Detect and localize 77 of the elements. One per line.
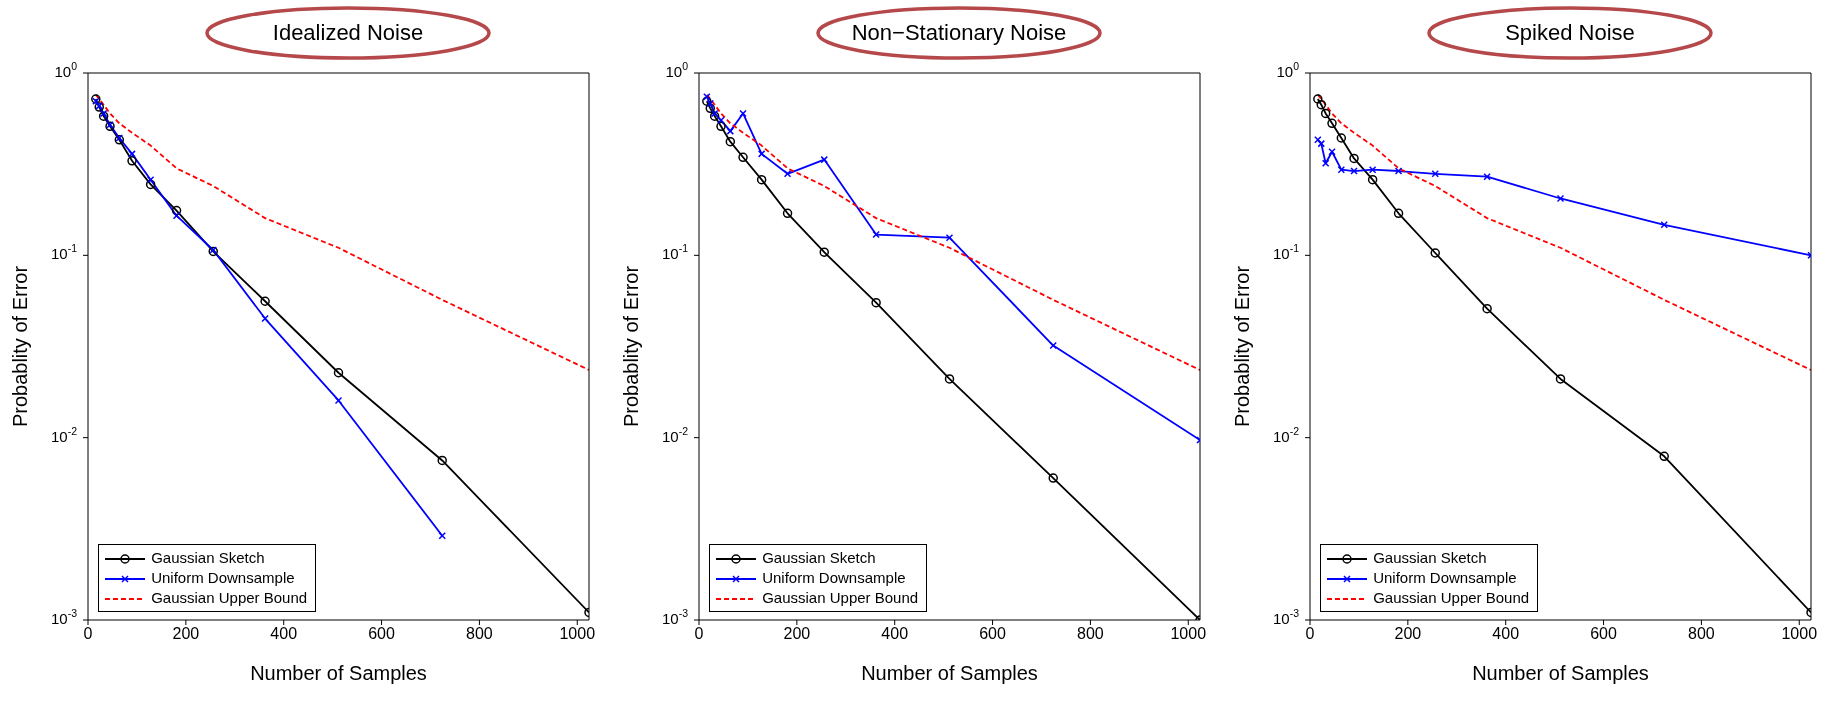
point	[1048, 473, 1058, 483]
point	[738, 152, 748, 163]
point	[1316, 99, 1326, 110]
y-tick-label: 10$^{0}$	[665, 59, 689, 80]
y-tick-label: 10$^{-1}$	[1272, 242, 1300, 263]
chart-title: Spiked Noise	[1505, 20, 1635, 45]
x-tick-label: 400	[881, 625, 909, 642]
point	[1313, 94, 1323, 104]
y-tick-label: 10$^{0}$	[54, 59, 78, 80]
y-axis-title: Probablity of Error	[620, 265, 643, 428]
point	[1327, 118, 1337, 129]
y-tick-label: 10$^{0}$	[1276, 59, 1300, 80]
point	[333, 368, 344, 378]
x-tick-label: 400	[270, 625, 298, 642]
x-tick-label: 600	[1590, 625, 1617, 642]
point	[1393, 208, 1404, 219]
y-tick-label: 10$^{-2}$	[1272, 424, 1300, 445]
point	[725, 136, 736, 147]
point	[1336, 133, 1347, 143]
point	[871, 297, 881, 308]
y-tick-label: 10$^{-3}$	[50, 606, 78, 627]
legend-label: Gaussian Upper Bound	[762, 589, 919, 606]
legend-label: Gaussian Sketch	[762, 549, 876, 566]
x-tick-label: 200	[783, 625, 811, 642]
y-axis-title: Probablity of Error	[1231, 265, 1254, 428]
x-tick-label: 400	[1492, 625, 1520, 642]
y-axis-title: Probablity of Error	[9, 265, 32, 428]
legend-label: Gaussian Sketch	[151, 549, 265, 566]
chart-title: Idealized Noise	[272, 20, 424, 45]
point	[1659, 451, 1669, 462]
point	[145, 179, 156, 190]
legend-label: Uniform Downsample	[1373, 569, 1517, 586]
legend-label: Gaussian Upper Bound	[1373, 589, 1530, 606]
x-axis-title: Number of Samples	[861, 662, 1038, 684]
point	[260, 296, 270, 306]
legend-label: Uniform Downsample	[151, 569, 295, 586]
y-tick-label: 10$^{-3}$	[661, 606, 689, 627]
point	[819, 247, 829, 257]
y-tick-label: 10$^{-1}$	[50, 242, 78, 263]
x-tick-label: 1000	[1781, 625, 1818, 642]
x-tick-label: 200	[1394, 625, 1422, 642]
legend-label: Gaussian Sketch	[1373, 549, 1487, 566]
point	[702, 96, 712, 106]
x-tick-label: 200	[172, 625, 200, 642]
y-tick-label: 10$^{-1}$	[661, 242, 689, 263]
point	[1320, 108, 1331, 119]
x-axis-title: Number of Samples	[1472, 662, 1649, 684]
x-tick-label: 800	[1077, 625, 1104, 642]
x-axis-title: Number of Samples	[250, 662, 427, 684]
y-tick-label: 10$^{-3}$	[1272, 606, 1300, 627]
point	[1430, 248, 1440, 258]
legend-label: Gaussian Upper Bound	[151, 589, 308, 606]
y-tick-label: 10$^{-2}$	[661, 424, 689, 445]
point	[127, 156, 137, 166]
point	[782, 208, 793, 219]
point	[716, 121, 726, 132]
x-tick-label: 1000	[559, 625, 596, 642]
x-tick-label: 800	[1688, 625, 1715, 642]
point	[756, 174, 767, 185]
x-tick-label: 800	[466, 625, 493, 642]
y-tick-label: 10$^{-2}$	[50, 424, 78, 445]
chart-title: Non−Stationary Noise	[851, 20, 1067, 45]
point	[437, 455, 447, 466]
point	[944, 374, 955, 384]
point	[705, 103, 715, 114]
x-tick-label: 0	[694, 625, 704, 642]
x-tick-label: 0	[83, 625, 93, 642]
legend-label: Uniform Downsample	[762, 569, 906, 586]
x-tick-label: 1000	[1170, 625, 1207, 642]
point	[1349, 153, 1359, 164]
x-tick-label: 0	[1305, 625, 1315, 642]
x-tick-label: 600	[979, 625, 1006, 642]
x-tick-label: 600	[368, 625, 395, 642]
point	[1555, 374, 1566, 384]
point	[1482, 303, 1492, 314]
point	[1367, 174, 1378, 185]
point	[171, 205, 182, 216]
